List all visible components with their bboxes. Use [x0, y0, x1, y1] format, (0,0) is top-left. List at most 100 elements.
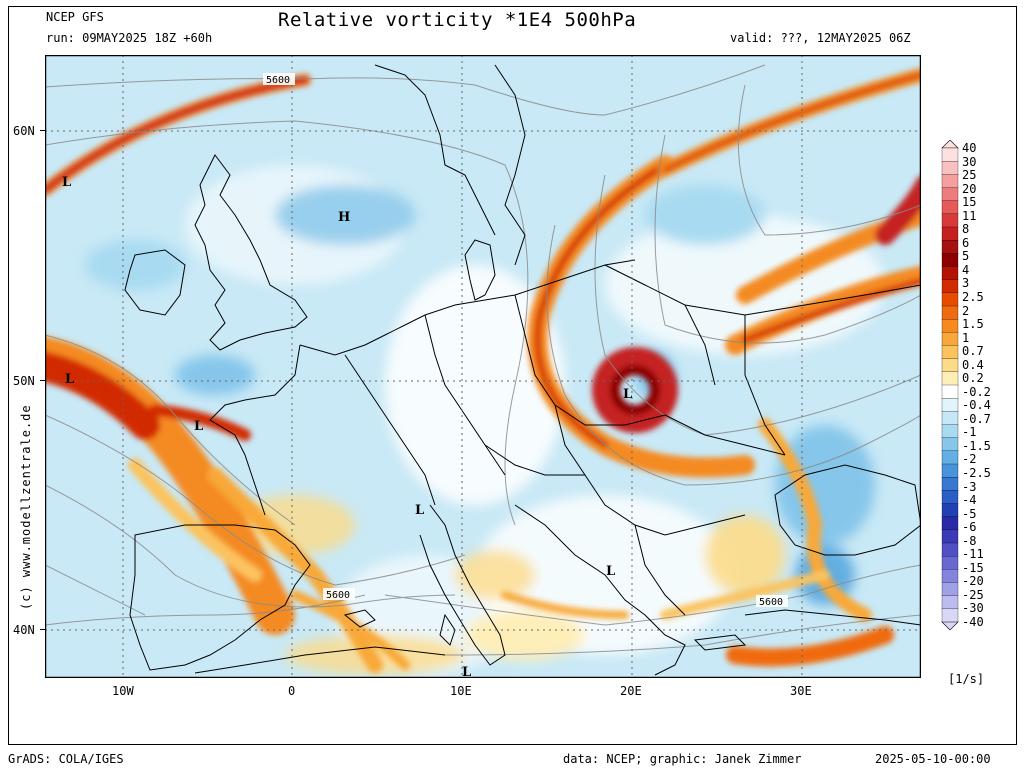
height-contours — [45, 64, 921, 656]
colorbar-label: 4 — [962, 262, 970, 277]
coastlines — [124, 64, 921, 676]
colorbar-label: 25 — [962, 168, 977, 183]
colorbar-swatch — [941, 371, 959, 386]
colorbar-label: 20 — [962, 181, 977, 196]
colorbar-label: -1 — [962, 425, 977, 440]
colorbar-swatch — [941, 450, 959, 465]
colorbar-swatch — [941, 332, 959, 346]
vorticity-map: 5600 5600 5600 L H L L L L L L — [45, 55, 921, 678]
colorbar-label: 1.5 — [962, 317, 984, 332]
colorbar-label: -1.5 — [962, 438, 991, 453]
colorbar-swatch — [941, 608, 959, 623]
colorbar-swatch — [941, 213, 959, 228]
colorbar-min-arrow — [941, 621, 959, 630]
contour-label: 5600 — [326, 590, 350, 601]
colorbar-label: 0.4 — [962, 357, 984, 372]
colorbar-swatch — [941, 345, 959, 360]
colorbar-swatch — [941, 398, 959, 412]
colorbar-label: -11 — [962, 547, 984, 562]
colorbar-swatch — [941, 147, 959, 162]
low-center: L — [415, 503, 424, 518]
colorbar-label: 2 — [962, 303, 970, 318]
colorbar-swatch — [941, 595, 959, 610]
colorbar-swatch — [941, 542, 959, 557]
colorbar-swatch — [941, 529, 959, 544]
lon-label: 0 — [288, 684, 296, 698]
lon-label: 20E — [620, 684, 642, 698]
watermark: (c) www.modellzentrale.de — [19, 404, 33, 610]
colorbar-swatch — [941, 253, 959, 267]
colorbar-swatch — [941, 411, 959, 425]
colorbar-swatch — [941, 174, 959, 188]
colorbar-label: 0.7 — [962, 344, 984, 359]
colorbar-swatch — [941, 477, 959, 491]
lat-label: 60N — [13, 124, 35, 138]
colorbar-swatch — [941, 556, 959, 570]
colorbar-swatch — [941, 424, 959, 439]
colorbar-label: -4 — [962, 493, 977, 508]
colorbar-swatch — [941, 292, 959, 307]
pressure-centers: L H L L L L L L — [62, 175, 632, 678]
colorbar-swatch — [941, 226, 959, 241]
lon-label: 30E — [790, 684, 812, 698]
colorbar-label: -40 — [962, 615, 984, 629]
colorbar-label: -6 — [962, 520, 977, 535]
run-label: run: 09MAY2025 18Z +60h — [46, 31, 213, 45]
colorbar-label: -0.7 — [962, 411, 991, 426]
lon-label: 10W — [112, 684, 134, 698]
colorbar-label: -3 — [962, 479, 977, 494]
colorbar-label: 3 — [962, 276, 970, 291]
low-center: L — [65, 372, 74, 387]
colorbar-swatch — [941, 305, 959, 320]
low-center: L — [462, 665, 471, 678]
footer-timestamp: 2025-05-10-00:00 — [875, 752, 991, 766]
colorbar — [941, 140, 959, 630]
colorbar-swatch — [941, 266, 959, 281]
colorbar-label: -25 — [962, 587, 984, 602]
tick-mark — [40, 380, 45, 381]
valid-label: valid: ???, 12MAY2025 06Z — [730, 31, 911, 45]
tick-mark — [40, 629, 45, 630]
colorbar-label: 6 — [962, 235, 970, 250]
colorbar-swatch — [941, 516, 959, 531]
low-center: L — [606, 564, 615, 579]
colorbar-label: -0.4 — [962, 398, 991, 413]
colorbar-swatch — [941, 358, 959, 373]
colorbar-label: -0.2 — [962, 384, 991, 399]
colorbar-swatch — [941, 319, 959, 333]
map-border — [45, 55, 921, 678]
colorbar-label: 15 — [962, 195, 977, 210]
contour-label: 5600 — [266, 75, 290, 86]
colorbar-max-arrow — [941, 140, 959, 149]
tick-mark — [40, 130, 45, 131]
colorbar-label: 40 — [962, 141, 977, 155]
colorbar-swatch — [941, 582, 959, 597]
lon-label: 10E — [450, 684, 472, 698]
colorbar-label: -5 — [962, 506, 977, 521]
colorbar-label: -30 — [962, 601, 984, 616]
colorbar-label: -20 — [962, 574, 984, 589]
vorticity-bands — [45, 68, 921, 673]
high-center: H — [338, 210, 350, 225]
colorbar-swatch — [941, 569, 959, 583]
lat-label: 50N — [13, 374, 35, 388]
colorbar-label: 8 — [962, 222, 970, 237]
colorbar-swatch — [941, 187, 959, 202]
colorbar-swatch — [941, 490, 959, 504]
colorbar-label: 1 — [962, 330, 970, 345]
colorbar-swatch — [941, 161, 959, 175]
chart-title: Relative vorticity *1E4 500hPa — [278, 9, 637, 31]
colorbar-swatch — [941, 279, 959, 294]
colorbar-label: -8 — [962, 533, 977, 548]
colorbar-label: -15 — [962, 560, 984, 575]
low-center: L — [62, 175, 71, 190]
graticule — [45, 55, 921, 678]
colorbar-label: 2.5 — [962, 289, 984, 304]
colorbar-unit: [1/s] — [948, 672, 985, 686]
colorbar-swatch — [941, 463, 959, 478]
colorbar-label: 5 — [962, 249, 970, 264]
colorbar-label: 0.2 — [962, 371, 984, 386]
colorbar-swatch — [941, 384, 959, 399]
colorbar-label: -2.5 — [962, 466, 991, 481]
colorbar-swatch — [941, 437, 959, 452]
